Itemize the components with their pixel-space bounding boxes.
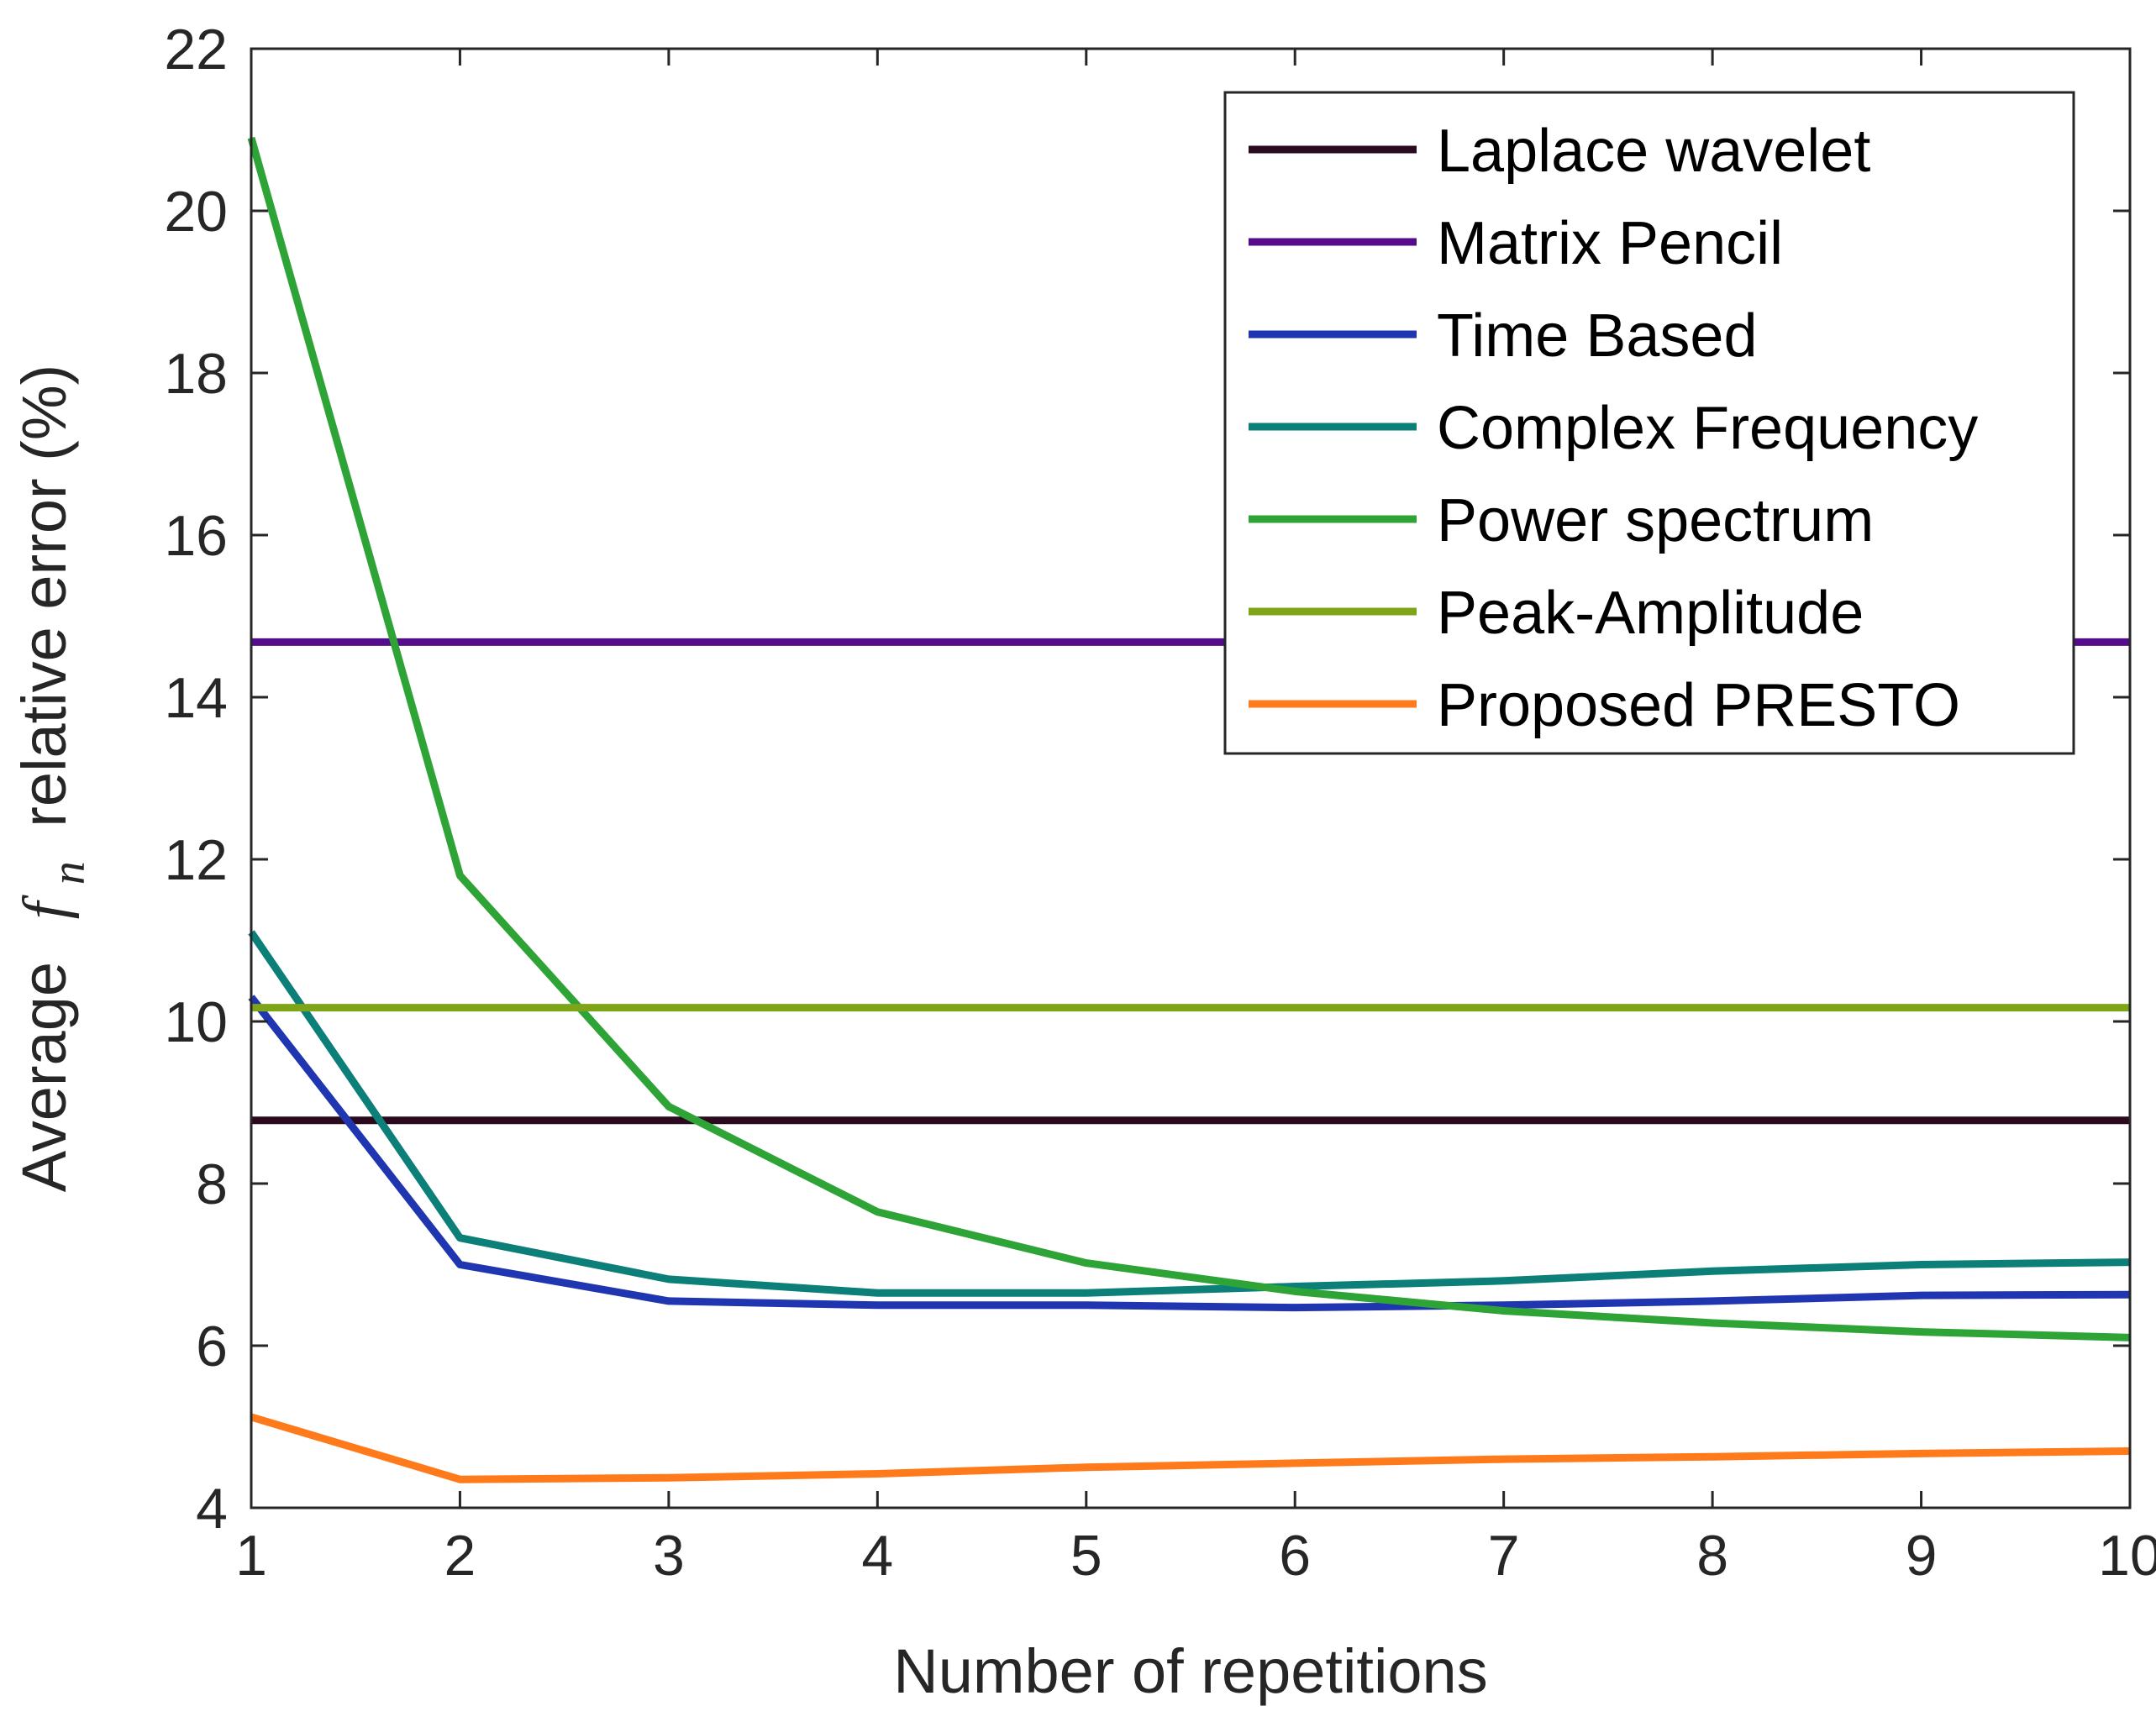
y-tick-label: 8 [196, 1152, 228, 1216]
x-tick-label: 6 [1279, 1524, 1311, 1588]
y-tick-label: 12 [164, 828, 228, 892]
legend-label: Complex Frequency [1437, 395, 1978, 462]
y-tick-label: 18 [164, 342, 228, 406]
y-axis-title: Average f n relative error (%) [9, 365, 97, 1193]
y-axis-title-subscript: n [43, 861, 95, 885]
legend-label: Power spectrum [1437, 487, 1874, 554]
y-axis-title-suffix: relative error (%) [9, 365, 79, 827]
svg-text:Average f n: Average f n relative error (%) [9, 365, 97, 1193]
y-tick-label: 10 [164, 990, 228, 1054]
x-tick-label: 10 [2098, 1524, 2156, 1588]
y-tick-label: 6 [196, 1315, 228, 1378]
y-axis-title-prefix: Average [9, 962, 79, 1192]
series-line-complex-frequency [248, 930, 2131, 1297]
x-tick-label: 1 [235, 1524, 267, 1588]
legend-label: Matrix Pencil [1437, 210, 1783, 277]
series-line-time-based [248, 995, 2131, 1312]
y-axis-title-symbol: f [11, 894, 80, 919]
y-tick-label: 14 [164, 666, 228, 730]
y-tick-label: 20 [164, 180, 228, 244]
y-tick-label: 22 [164, 18, 228, 81]
series-line-power-spectrum [247, 136, 2131, 1341]
x-tick-label: 5 [1070, 1524, 1102, 1588]
legend-label: Laplace wavelet [1437, 118, 1870, 185]
y-tick-label: 16 [164, 504, 228, 568]
plot-area-frame [250, 47, 2132, 1509]
x-tick-label: 7 [1488, 1524, 1520, 1588]
x-tick-label: 3 [653, 1524, 685, 1588]
legend-label: Proposed PRESTO [1437, 672, 1960, 739]
y-tick-label: 4 [196, 1477, 228, 1541]
series-layer [247, 136, 2131, 1483]
x-tick-label: 2 [444, 1524, 476, 1588]
x-tick-label: 4 [861, 1524, 893, 1588]
x-tick-label: 8 [1696, 1524, 1728, 1588]
x-axis-title: Number of repetitions [893, 1636, 1487, 1706]
series-line-proposed-presto [250, 1413, 2131, 1483]
x-tick-label: 9 [1906, 1524, 1938, 1588]
legend: Laplace wavelet Matrix Pencil Time Based Co… [1223, 91, 2075, 755]
legend-label: Peak-Amplitude [1437, 580, 1864, 647]
legend-label: Time Based [1437, 302, 1757, 370]
